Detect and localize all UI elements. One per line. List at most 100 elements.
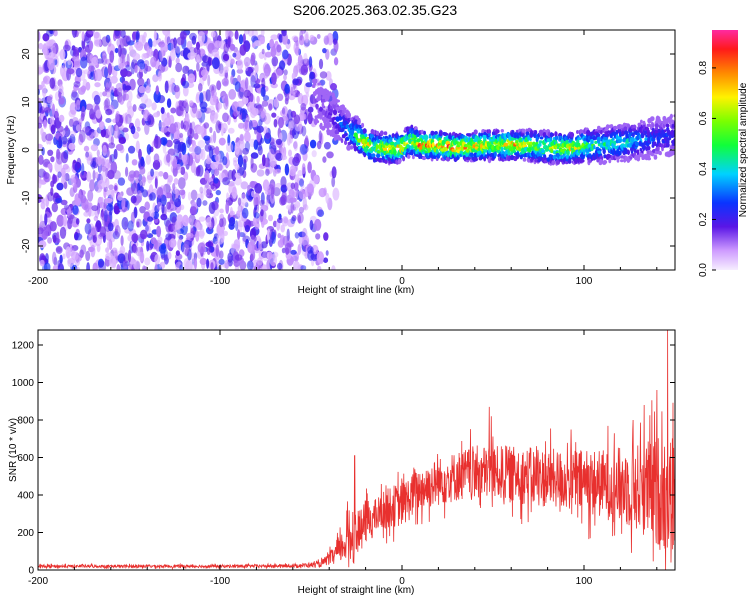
noise-speckle (288, 149, 292, 157)
noise-speckle (90, 244, 96, 258)
noise-speckle (315, 233, 321, 240)
noise-speckle (230, 75, 234, 85)
noise-speckle (182, 124, 186, 130)
signal-cell (564, 160, 569, 165)
noise-speckle (254, 127, 257, 135)
noise-speckle (211, 49, 220, 57)
signal-cell (537, 156, 542, 162)
noise-speckle (38, 64, 43, 76)
noise-speckle (106, 148, 111, 158)
spectrogram-xtick-label: -100 (210, 276, 230, 287)
noise-speckle (104, 197, 113, 204)
signal-cell (521, 128, 526, 133)
noise-speckle (85, 103, 94, 111)
noise-speckle (196, 41, 200, 50)
noise-speckle (146, 144, 152, 155)
noise-speckle (228, 30, 234, 38)
noise-speckle (114, 30, 120, 37)
noise-speckle (215, 155, 219, 162)
signal-cell (362, 128, 367, 134)
noise-speckle (281, 152, 286, 161)
noise-speckle (165, 233, 172, 241)
signal-cell (504, 142, 508, 147)
noise-speckle (182, 65, 190, 75)
noise-speckle (72, 161, 81, 171)
noise-speckle (110, 89, 114, 102)
noise-speckle (52, 264, 59, 270)
noise-speckle (227, 252, 233, 263)
noise-speckle (309, 34, 315, 42)
noise-speckle (197, 242, 206, 254)
noise-speckle (121, 217, 129, 230)
signal-cell (605, 124, 610, 130)
noise-speckle (122, 127, 129, 133)
noise-speckle (265, 189, 272, 196)
noise-speckle (309, 139, 317, 149)
noise-speckle (152, 40, 157, 47)
noise-speckle (180, 120, 184, 130)
noise-speckle (219, 250, 224, 259)
noise-speckle (158, 121, 166, 128)
signal-cell (538, 143, 542, 147)
noise-speckle (130, 195, 137, 204)
noise-speckle (62, 163, 69, 170)
noise-speckle (177, 177, 186, 190)
noise-speckle (150, 237, 157, 245)
signal-cell (551, 160, 556, 166)
noise-speckle (93, 215, 99, 222)
noise-speckle (138, 158, 146, 170)
noise-speckle (100, 165, 107, 172)
signal-cell (326, 125, 330, 130)
signal-cell (441, 139, 446, 146)
noise-speckle (110, 189, 115, 202)
noise-speckle (158, 171, 164, 177)
noise-speckle (159, 137, 168, 146)
noise-speckle (42, 75, 51, 85)
noise-speckle (244, 30, 250, 35)
noise-speckle (53, 192, 59, 199)
noise-speckle (132, 104, 137, 112)
noise-speckle (179, 264, 184, 270)
noise-speckle (156, 186, 164, 199)
noise-speckle (91, 225, 97, 236)
signal-cell (379, 136, 383, 141)
noise-speckle (108, 142, 116, 149)
noise-speckle (96, 58, 104, 64)
noise-speckle (126, 187, 134, 196)
noise-speckle (294, 201, 301, 208)
noise-speckle (55, 108, 59, 119)
noise-speckle (243, 56, 251, 67)
noise-speckle (145, 154, 151, 165)
noise-speckle (196, 193, 203, 199)
noise-speckle (95, 171, 99, 179)
noise-speckle (38, 122, 43, 129)
signal-cell (671, 150, 675, 156)
noise-speckle (248, 119, 253, 130)
noise-speckle (308, 56, 313, 68)
noise-speckle (292, 78, 299, 86)
noise-speckle (199, 92, 204, 104)
noise-speckle (41, 146, 45, 156)
noise-speckle (216, 232, 225, 245)
noise-speckle (291, 35, 299, 41)
noise-speckle (174, 45, 179, 56)
noise-speckle (256, 95, 260, 104)
noise-speckle (253, 139, 259, 150)
noise-speckle (226, 142, 234, 153)
signal-cell (600, 129, 603, 135)
noise-speckle (70, 91, 79, 101)
noise-speckle (311, 150, 317, 158)
noise-speckle (281, 216, 289, 227)
noise-speckle (114, 218, 119, 230)
noise-speckle (180, 166, 186, 175)
noise-speckle (102, 91, 108, 97)
noise-speckle (128, 145, 136, 154)
noise-speckle (234, 50, 242, 60)
noise-speckle (161, 243, 167, 250)
noise-speckle (216, 80, 222, 91)
noise-speckle (272, 220, 278, 228)
noise-speckle (256, 169, 265, 177)
noise-speckle (271, 112, 277, 118)
